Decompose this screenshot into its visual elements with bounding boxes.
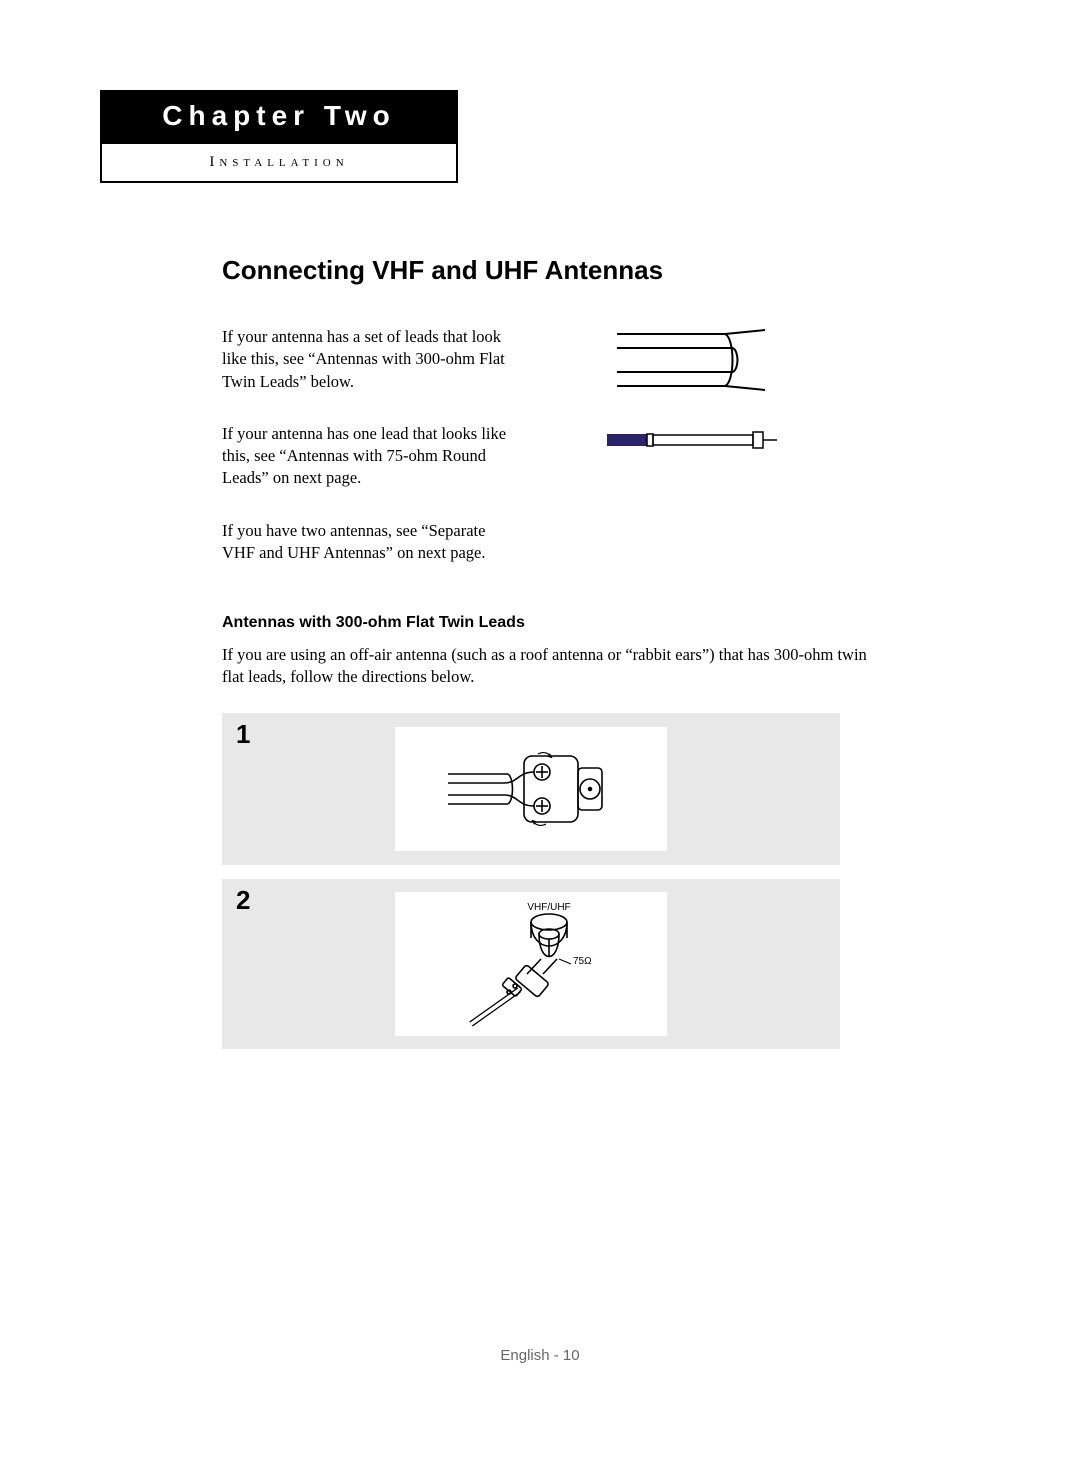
para-two-antennas: If you have two antennas, see “Separate … [222,520,512,565]
step-1: 1 [222,713,840,865]
page-footer: English - 10 [0,1347,1080,1364]
steps-area: 1 [222,713,840,1049]
impedance-label: 75Ω [573,956,592,967]
section-title: Connecting VHF and UHF Antennas [222,255,872,286]
chapter-subtitle: Installation [100,144,458,183]
subsection-text: If you are using an off-air antenna (suc… [222,644,872,689]
flat-twin-lead-icon [512,326,872,392]
coax-lead-icon [512,423,872,455]
step-1-illustration [395,727,667,851]
chapter-title: Chapter Two [100,90,458,144]
jack-label: VHF/UHF [527,902,570,913]
para-round-leads: If your antenna has one lead that looks … [222,423,512,490]
para-flat-leads: If your antenna has a set of leads that … [222,326,512,393]
step-1-number: 1 [236,719,250,750]
lead-type-row-1: If your antenna has a set of leads that … [222,326,872,393]
subsection-heading: Antennas with 300-ohm Flat Twin Leads [222,614,872,632]
step-2-illustration: VHF/UHF 75Ω [395,892,667,1036]
chapter-header: Chapter Two Installation [100,90,458,183]
lead-type-row-2: If your antenna has one lead that looks … [222,423,872,490]
lead-type-row-3: If you have two antennas, see “Separate … [222,520,872,565]
step-2: 2 VHF/UHF 75Ω [222,879,840,1049]
main-content: Connecting VHF and UHF Antennas If your … [222,255,872,1063]
step-2-number: 2 [236,885,250,916]
